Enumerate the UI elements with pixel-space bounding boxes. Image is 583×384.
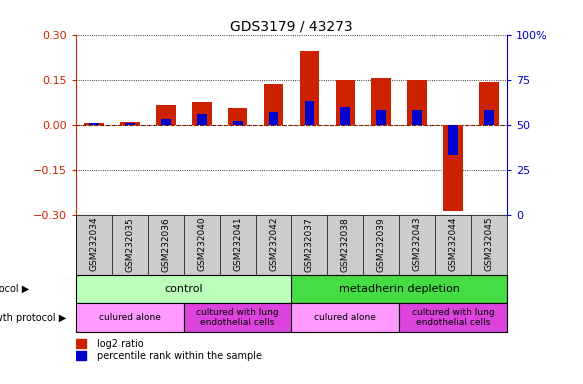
Bar: [76, 275, 292, 303]
Bar: [76, 351, 86, 360]
Bar: [233, 121, 243, 125]
Text: culured alone: culured alone: [99, 313, 161, 322]
Bar: [479, 82, 499, 125]
Text: GSM232034: GSM232034: [89, 217, 99, 271]
Bar: [292, 303, 399, 332]
Bar: [228, 108, 247, 125]
Bar: [340, 107, 350, 125]
Bar: [156, 105, 175, 125]
Text: GSM232036: GSM232036: [161, 217, 170, 271]
Text: GSM232039: GSM232039: [377, 217, 386, 271]
Text: GSM232044: GSM232044: [449, 217, 458, 271]
Bar: [196, 114, 206, 125]
Title: GDS3179 / 43273: GDS3179 / 43273: [230, 20, 353, 33]
Text: GSM232041: GSM232041: [233, 217, 242, 271]
Bar: [269, 112, 279, 125]
Bar: [76, 339, 86, 348]
Bar: [264, 84, 283, 125]
Bar: [292, 275, 507, 303]
Text: log2 ratio: log2 ratio: [97, 339, 144, 349]
Bar: [184, 303, 292, 332]
Bar: [484, 110, 494, 125]
Text: control: control: [164, 284, 203, 294]
Text: growth protocol ▶: growth protocol ▶: [0, 313, 66, 323]
Bar: [120, 122, 139, 125]
Text: GSM232035: GSM232035: [125, 217, 134, 271]
Bar: [399, 303, 507, 332]
Bar: [412, 110, 422, 125]
Bar: [89, 123, 99, 125]
Text: GSM232038: GSM232038: [341, 217, 350, 271]
Text: protocol ▶: protocol ▶: [0, 284, 29, 294]
Bar: [448, 125, 458, 156]
Text: GSM232042: GSM232042: [269, 217, 278, 271]
Text: culured alone: culured alone: [314, 313, 377, 322]
Bar: [161, 119, 171, 125]
Bar: [125, 123, 135, 125]
Bar: [336, 80, 355, 125]
Text: cultured with lung
endothelial cells: cultured with lung endothelial cells: [196, 308, 279, 328]
Text: GSM232043: GSM232043: [413, 217, 422, 271]
Bar: [377, 110, 387, 125]
Text: GSM232040: GSM232040: [197, 217, 206, 271]
Text: metadherin depletion: metadherin depletion: [339, 284, 460, 294]
Bar: [192, 102, 212, 125]
Text: GSM232037: GSM232037: [305, 217, 314, 271]
Bar: [300, 51, 319, 125]
Text: percentile rank within the sample: percentile rank within the sample: [97, 351, 262, 361]
Bar: [408, 80, 427, 125]
Bar: [304, 101, 314, 125]
Bar: [84, 123, 104, 125]
Bar: [371, 78, 391, 125]
Bar: [76, 303, 184, 332]
Text: cultured with lung
endothelial cells: cultured with lung endothelial cells: [412, 308, 494, 328]
Bar: [444, 125, 463, 210]
Text: GSM232045: GSM232045: [484, 217, 494, 271]
